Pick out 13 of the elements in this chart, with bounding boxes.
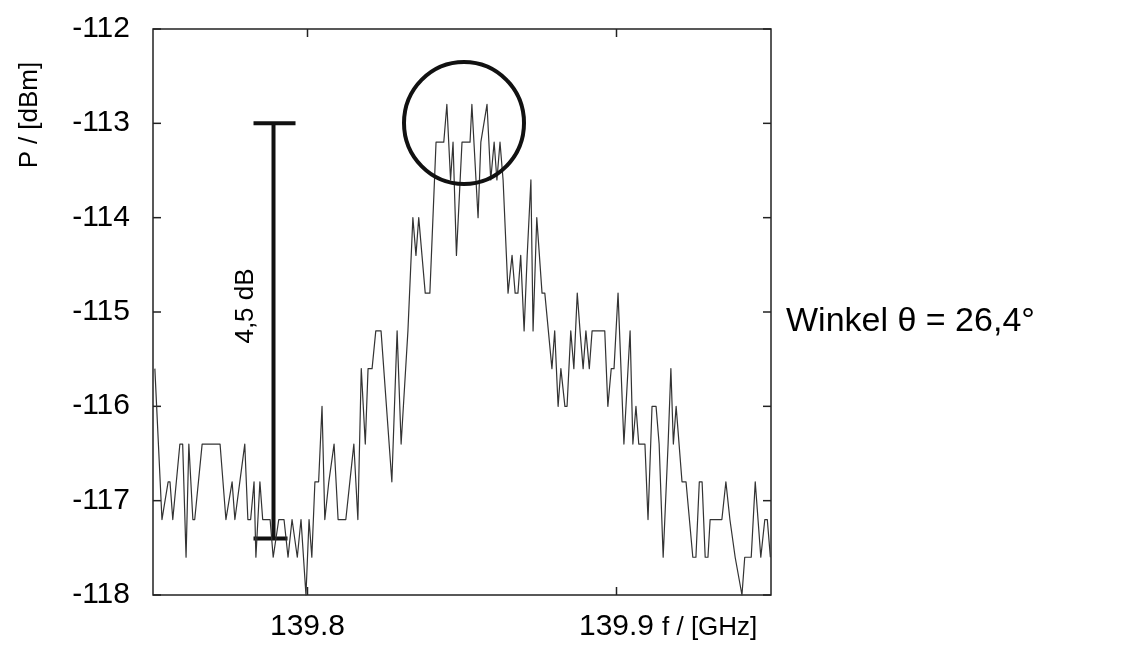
text: Winkel θ = 26,4° <box>786 299 1035 338</box>
y-tick-label: -115 <box>72 292 130 326</box>
y-tick-label: -117 <box>72 481 130 515</box>
y-tick-label: -118 <box>72 575 130 609</box>
x-tick-label: 139.9 <box>578 608 655 641</box>
y-tick-label: -114 <box>72 198 130 232</box>
y-tick-label: -112 <box>72 9 130 43</box>
x-axis-title: f / [GHz] <box>662 611 758 641</box>
y-tick-label: -116 <box>72 387 130 421</box>
y-axis-title: P / [dBm] <box>12 61 43 169</box>
y-tick-label: -113 <box>72 104 130 138</box>
x-tick-label: 139.8 <box>269 608 346 641</box>
annotation: 4,5 dB <box>228 268 259 344</box>
